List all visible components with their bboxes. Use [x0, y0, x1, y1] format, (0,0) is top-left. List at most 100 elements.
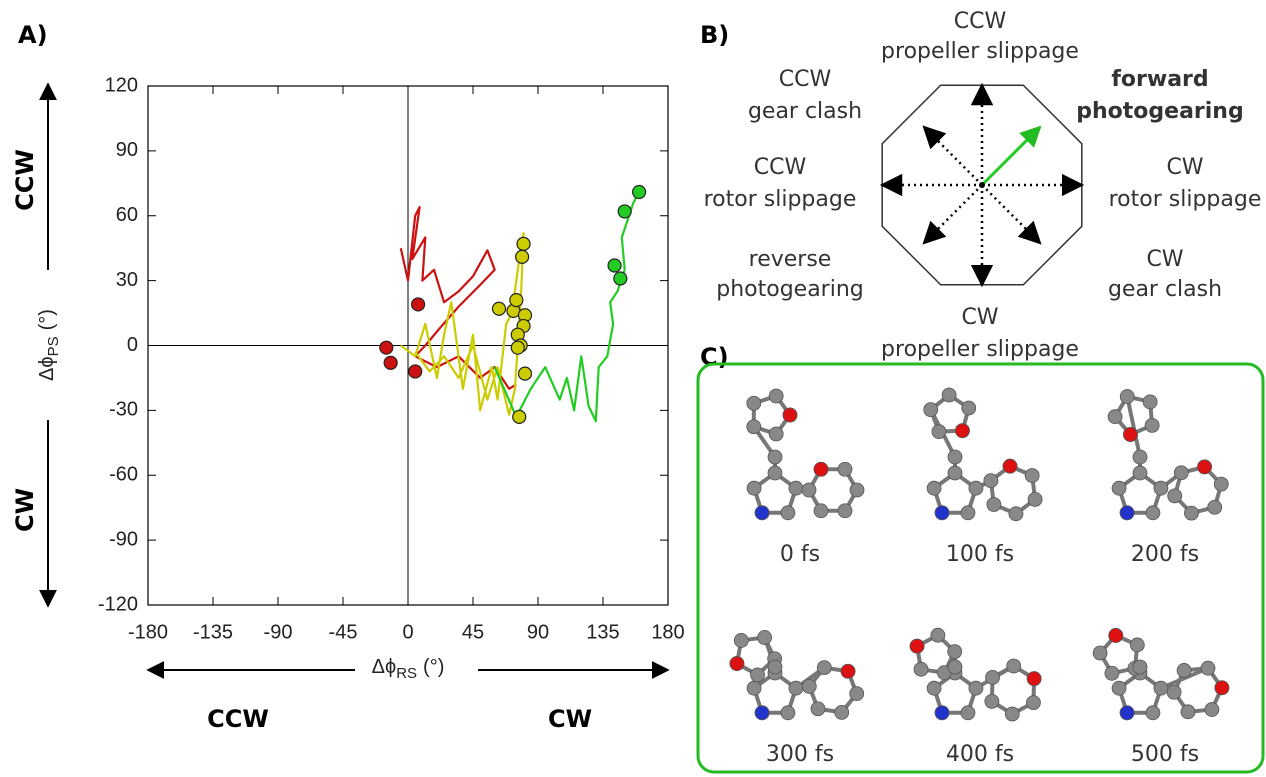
- molecule: [730, 630, 864, 719]
- atom: [955, 424, 969, 438]
- direction-label: CW: [1166, 155, 1203, 180]
- y-tick-label: 60: [116, 204, 138, 226]
- data-point: [511, 341, 524, 354]
- time-label: 100 fs: [946, 542, 1014, 567]
- atom: [1145, 418, 1159, 432]
- molecule: [1093, 628, 1229, 719]
- atom: [850, 687, 864, 701]
- direction-label: reverse: [749, 247, 832, 272]
- data-point: [618, 205, 631, 218]
- x-tick-label: -90: [264, 621, 293, 643]
- y-tick-label: -30: [109, 399, 138, 421]
- atom: [1093, 646, 1107, 660]
- y-tick-label: 0: [127, 334, 138, 356]
- atom: [948, 450, 962, 464]
- atom: [1167, 685, 1181, 699]
- atom: [781, 506, 795, 520]
- atom: [1154, 481, 1168, 495]
- data-point: [608, 259, 621, 272]
- axis-subscript: PS: [45, 336, 62, 356]
- atom: [927, 681, 941, 695]
- atom: [1003, 459, 1017, 473]
- y-tick-label: 120: [105, 74, 138, 96]
- atom: [1112, 481, 1126, 495]
- data-point: [517, 237, 530, 250]
- data-point: [516, 250, 529, 263]
- atom: [1120, 706, 1134, 720]
- figure: A) B) C) -180-135-90-4504590135180-120-9…: [0, 0, 1266, 777]
- atom: [817, 661, 831, 675]
- axis-symbol: Δϕ: [372, 656, 397, 678]
- atom: [910, 639, 924, 653]
- data-point: [412, 298, 425, 311]
- atom: [932, 425, 946, 439]
- atom: [751, 668, 765, 682]
- atom: [942, 388, 956, 402]
- atom: [961, 506, 975, 520]
- atom: [747, 681, 761, 695]
- axis-symbol: Δϕ: [36, 356, 58, 381]
- atom: [768, 660, 782, 674]
- data-point: [633, 185, 646, 198]
- data-point: [384, 356, 397, 369]
- atom: [835, 705, 849, 719]
- direction-label: CCW: [954, 9, 1007, 34]
- atom: [783, 408, 797, 422]
- atom: [1112, 681, 1126, 695]
- direction-label: photogearing: [1076, 99, 1243, 124]
- data-point: [513, 410, 526, 423]
- atom: [755, 706, 769, 720]
- atom: [838, 504, 852, 518]
- direction-label: propeller slippage: [881, 39, 1079, 64]
- direction-arrow: [982, 185, 1040, 243]
- center-dot: [979, 182, 985, 188]
- atom: [734, 633, 748, 647]
- atom: [1007, 659, 1021, 673]
- atom: [1181, 705, 1195, 719]
- x-tick-label: 135: [586, 621, 619, 643]
- direction-label: CW: [548, 705, 592, 733]
- y-tick-label: -90: [109, 528, 138, 550]
- axis-unit: (°): [423, 656, 444, 678]
- direction-label: rotor slippage: [1109, 187, 1262, 212]
- trajectory: [401, 233, 524, 415]
- data-point: [510, 294, 523, 307]
- atom: [1168, 489, 1182, 503]
- atom: [985, 694, 999, 708]
- data-point: [519, 367, 532, 380]
- time-label: 400 fs: [946, 742, 1014, 767]
- direction-label: CCW: [207, 705, 269, 733]
- bond: [1127, 397, 1140, 457]
- atom: [758, 630, 772, 644]
- direction-label: CCW: [11, 149, 39, 211]
- atom: [1174, 466, 1188, 480]
- atom: [924, 403, 938, 417]
- panel-label: A): [18, 21, 48, 49]
- axis-label: ΔϕPS (°): [36, 309, 62, 381]
- atom: [1009, 507, 1023, 521]
- axis-unit: (°): [36, 309, 58, 330]
- atom: [986, 670, 1000, 684]
- atom: [1105, 666, 1119, 680]
- time-label: 200 fs: [1131, 542, 1199, 567]
- atom: [1198, 460, 1212, 474]
- atom: [1028, 492, 1042, 506]
- atom: [755, 506, 769, 520]
- atom: [1214, 477, 1228, 491]
- atom: [1005, 707, 1019, 721]
- direction-label: CCW: [779, 67, 832, 92]
- direction-arrow: [982, 127, 1040, 185]
- x-tick-label: 90: [527, 621, 549, 643]
- atom: [747, 481, 761, 495]
- atom: [914, 662, 928, 676]
- atom: [747, 396, 761, 410]
- atom: [1154, 681, 1168, 695]
- direction-label: rotor slippage: [704, 187, 857, 212]
- atom: [768, 466, 782, 480]
- x-tick-label: 0: [402, 621, 413, 643]
- data-point: [493, 302, 506, 315]
- atom: [769, 389, 783, 403]
- atom: [811, 702, 825, 716]
- atom: [969, 481, 983, 495]
- data-point: [409, 365, 422, 378]
